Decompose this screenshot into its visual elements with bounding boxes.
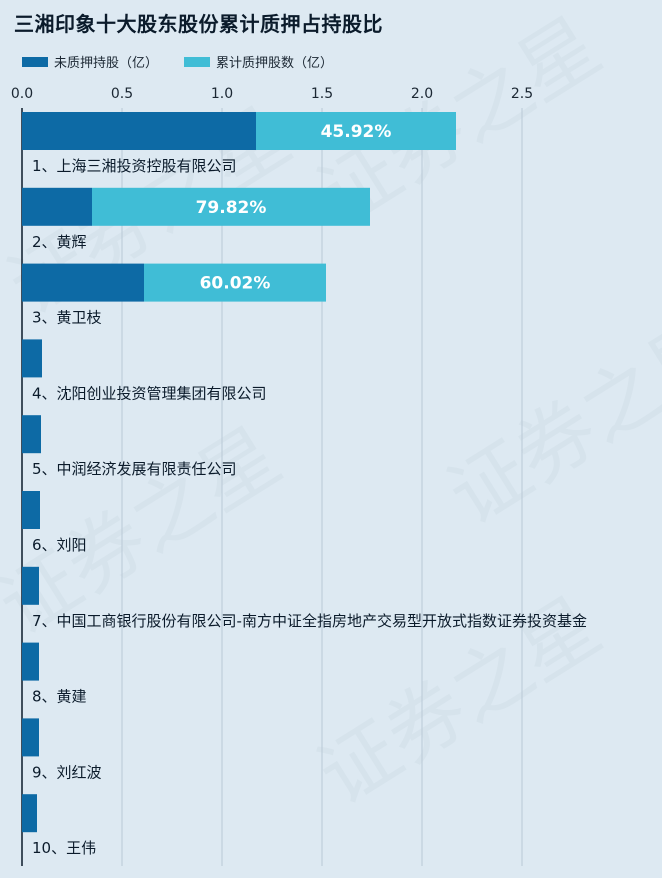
x-tick-label: 0.0 (11, 86, 33, 102)
legend-item-unpledged: 未质押持股（亿） (22, 52, 159, 71)
category-label: 10、王伟 (32, 839, 96, 857)
category-label: 6、刘阳 (32, 536, 87, 554)
legend-swatch-unpledged (22, 56, 48, 67)
category-label: 2、黄辉 (32, 233, 87, 251)
bar-unpledged (22, 794, 37, 833)
bar-unpledged (22, 263, 144, 302)
bar-pledged (92, 187, 370, 226)
bar-data-label: 60.02% (200, 274, 271, 294)
chart-title: 三湘印象十大股东股份累计质押占持股比 (14, 12, 383, 36)
x-tick-label: 1.5 (311, 86, 333, 102)
x-tick-label: 2.0 (411, 86, 433, 102)
category-label: 4、沈阳创业投资管理集团有限公司 (32, 384, 267, 402)
legend-item-pledged: 累计质押股数（亿） (184, 52, 334, 71)
bar-unpledged (22, 642, 39, 681)
bar-pledged (144, 263, 326, 302)
legend-label-pledged: 累计质押股数（亿） (216, 56, 334, 71)
bar-unpledged (22, 112, 256, 150)
bar-unpledged (22, 718, 39, 757)
category-label: 8、黄建 (32, 688, 87, 706)
legend-label-unpledged: 未质押持股（亿） (54, 56, 159, 71)
x-tick-label: 0.5 (111, 86, 133, 102)
bar-unpledged (22, 187, 92, 226)
x-tick-label: 2.5 (511, 86, 533, 102)
bar-unpledged (22, 491, 40, 529)
category-label: 9、刘红波 (32, 763, 102, 781)
bar-data-label: 45.92% (321, 122, 392, 142)
category-label: 3、黄卫枝 (32, 309, 102, 327)
category-label: 1、上海三湘投资控股有限公司 (32, 157, 237, 175)
x-tick-label: 1.0 (211, 86, 233, 102)
category-label: 7、中国工商银行股份有限公司-南方中证全指房地产交易型开放式指数证券投资基金 (32, 612, 587, 630)
bar-data-label: 79.82% (196, 198, 267, 218)
category-label: 5、中润经济发展有限责任公司 (32, 460, 237, 478)
bar-pledged (256, 112, 456, 150)
bar-unpledged (22, 415, 41, 454)
bar-unpledged (22, 339, 42, 378)
legend-swatch-pledged (184, 56, 210, 67)
bar-unpledged (22, 566, 39, 605)
